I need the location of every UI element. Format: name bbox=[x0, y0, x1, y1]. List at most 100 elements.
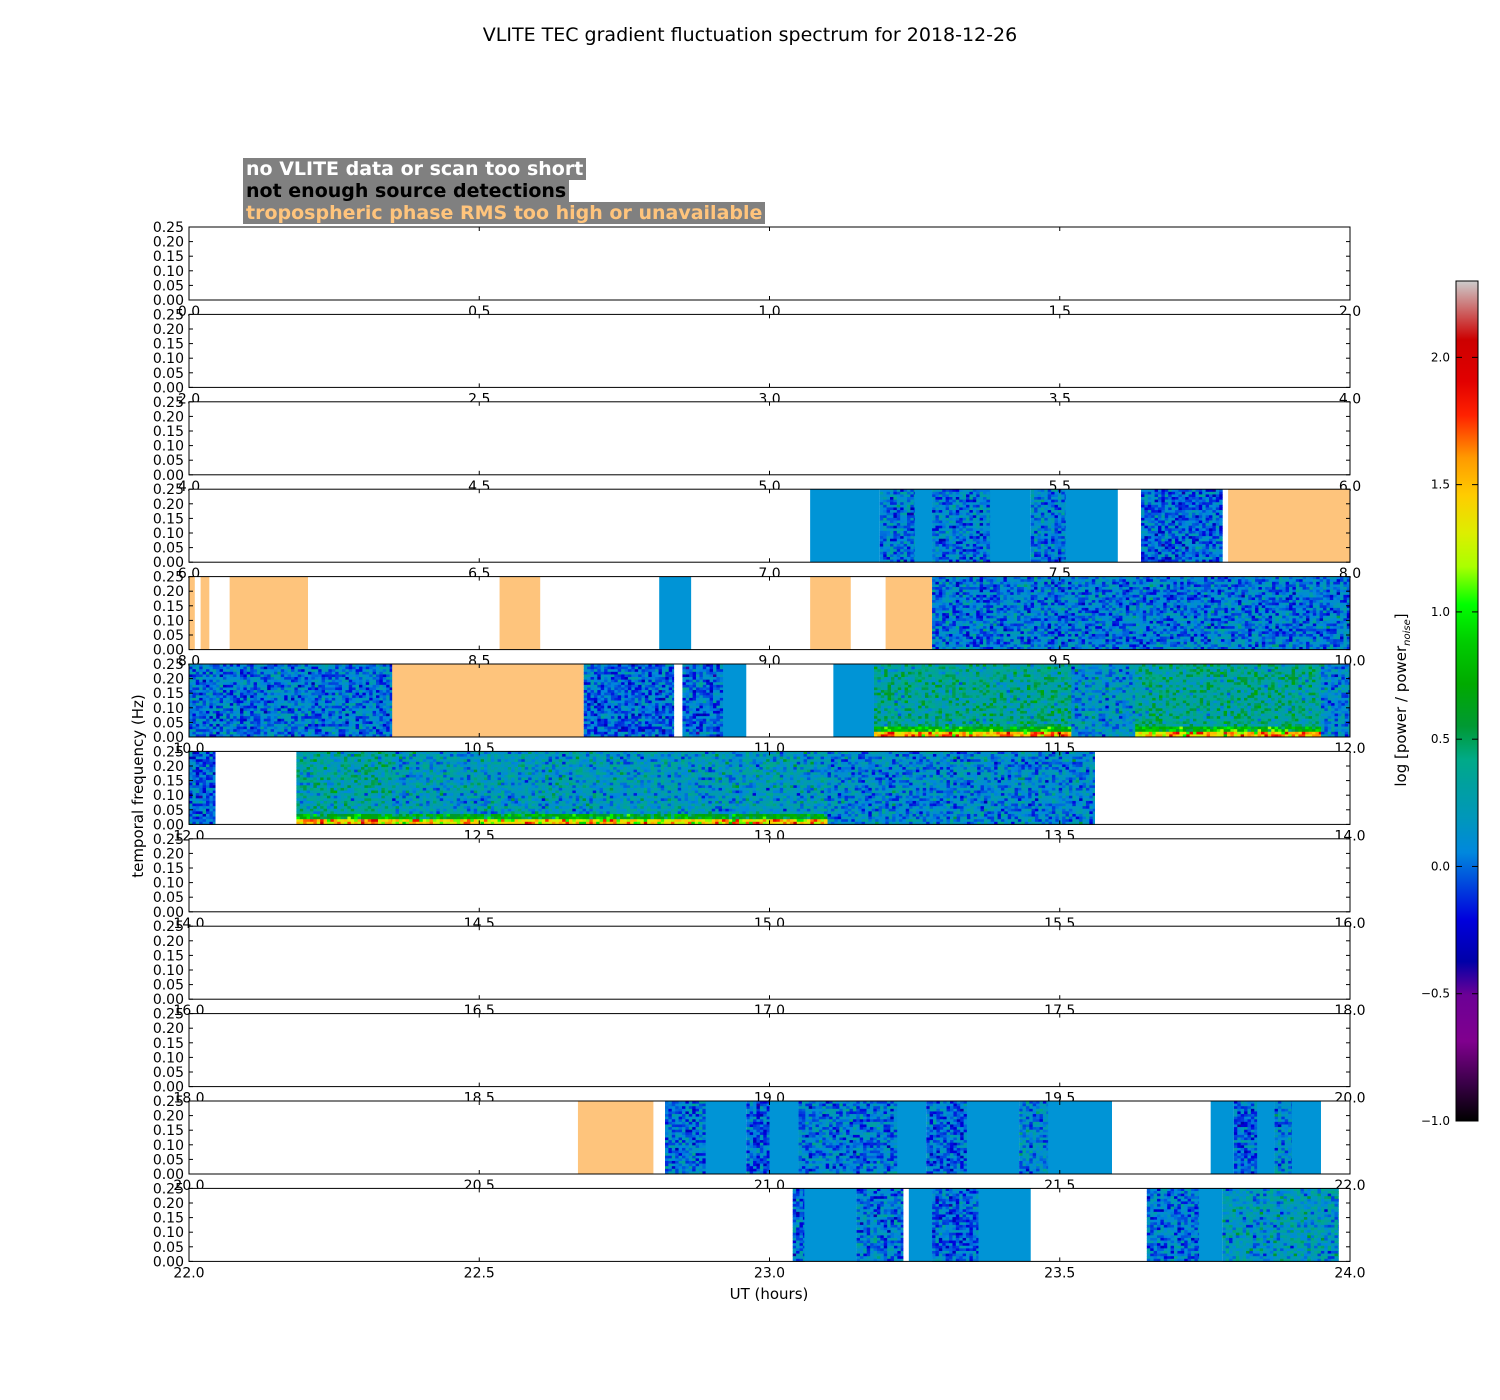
spectrum-cell bbox=[983, 631, 987, 635]
spectrum-cell bbox=[1192, 538, 1196, 542]
spectrum-cell bbox=[1159, 626, 1164, 630]
spectrum-cell bbox=[1061, 530, 1066, 534]
spectrum-cell bbox=[935, 554, 940, 558]
spectrum-cell bbox=[890, 517, 894, 521]
spectrum-cell bbox=[962, 491, 967, 495]
spectrum-cell bbox=[979, 520, 984, 524]
spectrum-cell bbox=[1081, 600, 1086, 604]
spectrum-cell bbox=[1285, 633, 1290, 637]
spectrum-cell bbox=[979, 512, 984, 516]
spectrum-cell bbox=[1187, 641, 1191, 645]
spectrum-cell bbox=[1171, 546, 1176, 550]
spectrum-cell bbox=[1227, 639, 1232, 643]
spectrum-cell bbox=[1000, 631, 1004, 635]
spectrum-cell bbox=[1181, 504, 1186, 508]
spectrum-cell bbox=[1044, 626, 1049, 630]
spectrum-cell bbox=[1023, 639, 1028, 643]
segment-flat bbox=[1065, 489, 1118, 563]
spectrum-cell bbox=[983, 626, 987, 630]
spectrum-cell bbox=[1085, 628, 1089, 632]
spectrum-cell bbox=[1044, 499, 1049, 503]
spectrum-cell bbox=[879, 517, 884, 521]
spectrum-cell bbox=[1219, 546, 1223, 550]
spectrum-cell bbox=[1040, 530, 1045, 534]
spectrum-cell bbox=[1023, 631, 1028, 635]
spectrum-cell bbox=[976, 510, 981, 514]
spectrum-cell bbox=[1255, 576, 1259, 580]
spectrum-cell bbox=[1285, 615, 1290, 619]
spectrum-cell bbox=[1210, 576, 1215, 580]
spectrum-cell bbox=[1057, 631, 1062, 635]
spectrum-cell bbox=[1265, 636, 1270, 640]
spectrum-cell bbox=[1119, 584, 1123, 588]
spectrum-cell bbox=[1085, 641, 1089, 645]
spectrum-cell bbox=[1193, 602, 1198, 606]
spectrum-cell bbox=[966, 631, 970, 635]
spectrum-cell bbox=[1081, 615, 1086, 619]
spectrum-cell bbox=[1251, 605, 1256, 609]
spectrum-cell bbox=[935, 594, 940, 598]
panel-1: 0.250.200.150.100.050.002.0 2.5 3.0 3.5 4.0 bbox=[153, 307, 1361, 407]
spectrum-cell bbox=[972, 507, 977, 511]
spectrum-cell bbox=[1176, 597, 1181, 601]
spectrum-cell bbox=[1105, 628, 1110, 632]
spectrum-cell bbox=[1198, 489, 1203, 493]
spectrum-cell bbox=[1030, 502, 1035, 506]
spectrum-cell bbox=[1064, 549, 1066, 553]
spectrum-cell bbox=[1175, 541, 1179, 545]
spectrum-cell bbox=[896, 497, 901, 501]
spectrum-cell bbox=[1051, 499, 1055, 503]
spectrum-cell bbox=[1202, 541, 1207, 545]
spectrum-cell bbox=[1176, 613, 1181, 617]
spectrum-cell bbox=[949, 646, 953, 650]
spectrum-cell bbox=[913, 549, 916, 553]
spectrum-cell bbox=[1023, 605, 1028, 609]
spectrum-cell bbox=[1095, 631, 1100, 635]
spectrum-cell bbox=[1091, 605, 1096, 609]
spectrum-cell bbox=[932, 636, 936, 640]
spectrum-cell bbox=[949, 546, 953, 550]
spectrum-cell bbox=[1190, 607, 1195, 611]
spectrum-cell bbox=[979, 541, 984, 545]
spectrum-cell bbox=[1181, 502, 1186, 506]
spectrum-cell bbox=[1292, 600, 1297, 604]
spectrum-cell bbox=[1200, 626, 1205, 630]
spectrum-cell bbox=[1258, 620, 1263, 624]
spectrum-cell bbox=[942, 502, 947, 506]
spectrum-cell bbox=[896, 549, 901, 553]
spectrum-cell bbox=[935, 584, 940, 588]
spectrum-cell bbox=[1195, 499, 1200, 503]
spectrum-cell bbox=[979, 581, 984, 585]
spectrum-cell bbox=[1207, 594, 1212, 598]
spectrum-cell bbox=[1178, 512, 1183, 516]
spectrum-cell bbox=[1164, 507, 1169, 511]
spectrum-cell bbox=[1040, 579, 1045, 583]
spectrum-cell bbox=[1261, 620, 1266, 624]
spectrum-cell bbox=[1098, 626, 1103, 630]
spectrum-cell bbox=[1061, 646, 1066, 650]
spectrum-cell bbox=[976, 597, 981, 601]
y-tick-label: 0.20 bbox=[153, 409, 184, 425]
spectrum-cell bbox=[1074, 631, 1079, 635]
spectrum-cell bbox=[1040, 512, 1045, 516]
spectrum-cell bbox=[1115, 615, 1120, 619]
spectrum-cell bbox=[1168, 510, 1173, 514]
spectrum-cell bbox=[1161, 549, 1166, 553]
spectrum-cell bbox=[1119, 613, 1123, 617]
spectrum-cell bbox=[1210, 602, 1215, 606]
spectrum-cell bbox=[1215, 510, 1220, 514]
spectrum-cell bbox=[890, 520, 894, 524]
spectrum-cell bbox=[1164, 494, 1169, 498]
spectrum-cell bbox=[879, 489, 884, 493]
spectrum-cell bbox=[932, 615, 936, 619]
spectrum-cell bbox=[1144, 549, 1149, 553]
spectrum-cell bbox=[1057, 579, 1062, 583]
spectrum-cell bbox=[1200, 576, 1205, 580]
spectrum-cell bbox=[1071, 605, 1076, 609]
spectrum-cell bbox=[1219, 536, 1223, 540]
spectrum-cell bbox=[972, 618, 977, 622]
spectrum-cell bbox=[1153, 631, 1157, 635]
spectrum-cell bbox=[1289, 584, 1293, 588]
spectrum-cell bbox=[1200, 623, 1205, 627]
spectrum-cell bbox=[1146, 623, 1151, 627]
